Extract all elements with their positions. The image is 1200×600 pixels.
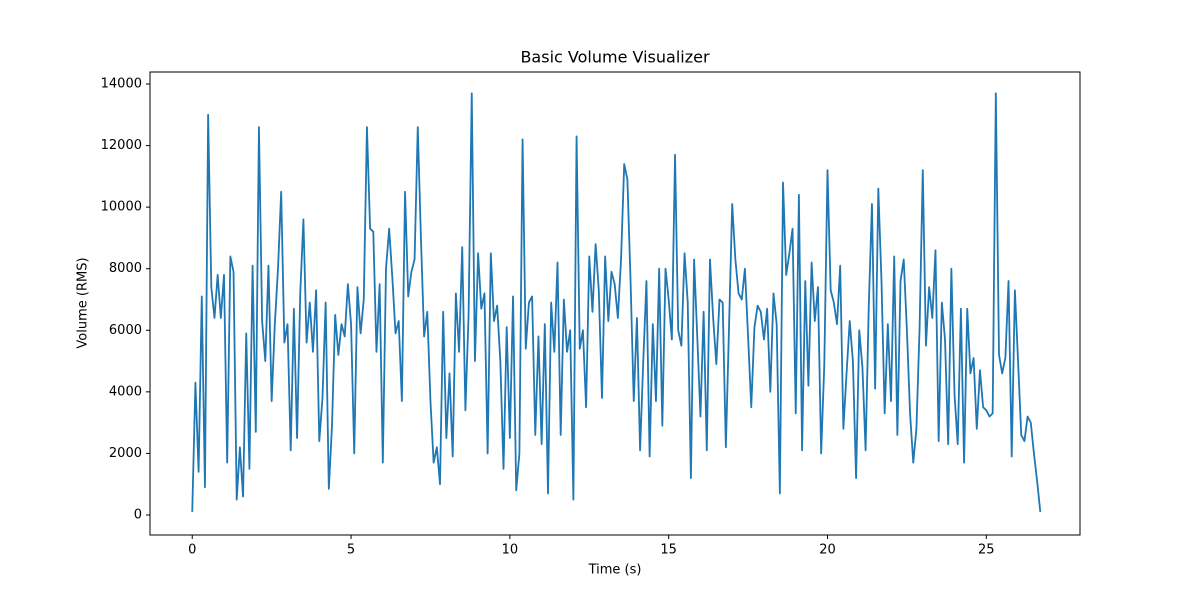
plot-frame xyxy=(149,71,1081,536)
y-tick-label: 12000 xyxy=(101,138,142,153)
x-axis-label: Time (s) xyxy=(588,563,642,578)
y-tick-label: 0 xyxy=(134,507,142,522)
y-tick-label: 14000 xyxy=(101,77,142,92)
y-axis-label: Volume (RMS) xyxy=(76,257,91,348)
y-tick-label: 4000 xyxy=(109,384,142,399)
line-series xyxy=(191,92,1042,513)
x-tick-label: 15 xyxy=(660,543,677,558)
y-tick-label: 6000 xyxy=(109,323,142,338)
x-tick-label: 10 xyxy=(502,543,519,558)
x-tick-label: 0 xyxy=(188,543,196,558)
chart-title: Basic Volume Visualizer xyxy=(520,48,709,67)
y-tick-label: 10000 xyxy=(101,200,142,215)
y-tick-label: 8000 xyxy=(109,261,142,276)
x-tick-label: 20 xyxy=(819,543,836,558)
x-tick-label: 25 xyxy=(978,543,995,558)
y-tick-label: 2000 xyxy=(109,446,142,461)
x-tick-label: 5 xyxy=(347,543,355,558)
